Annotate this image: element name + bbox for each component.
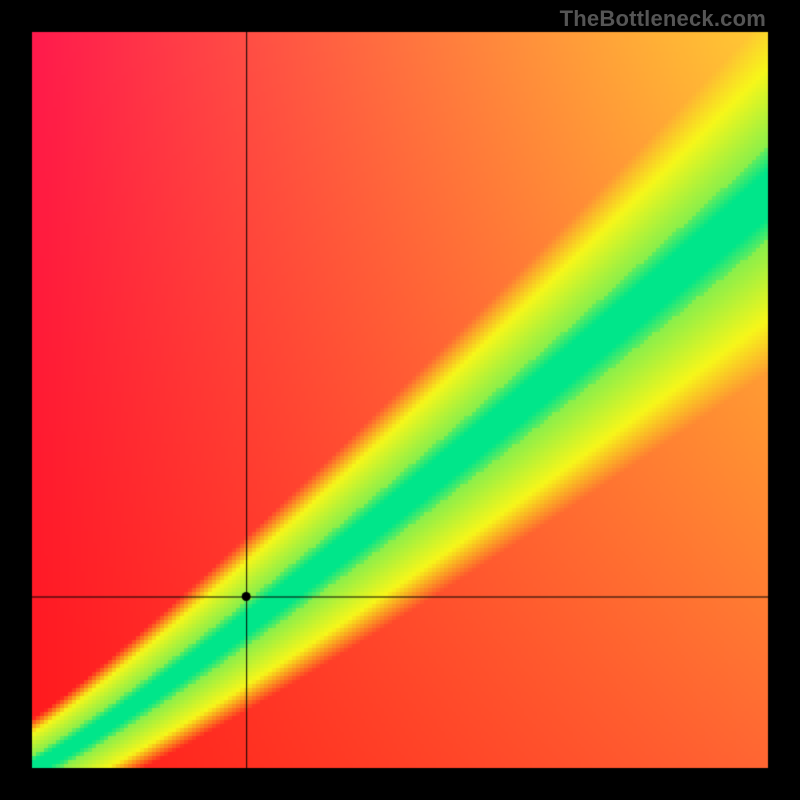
chart-container: TheBottleneck.com bbox=[0, 0, 800, 800]
bottleneck-heatmap bbox=[0, 0, 800, 800]
